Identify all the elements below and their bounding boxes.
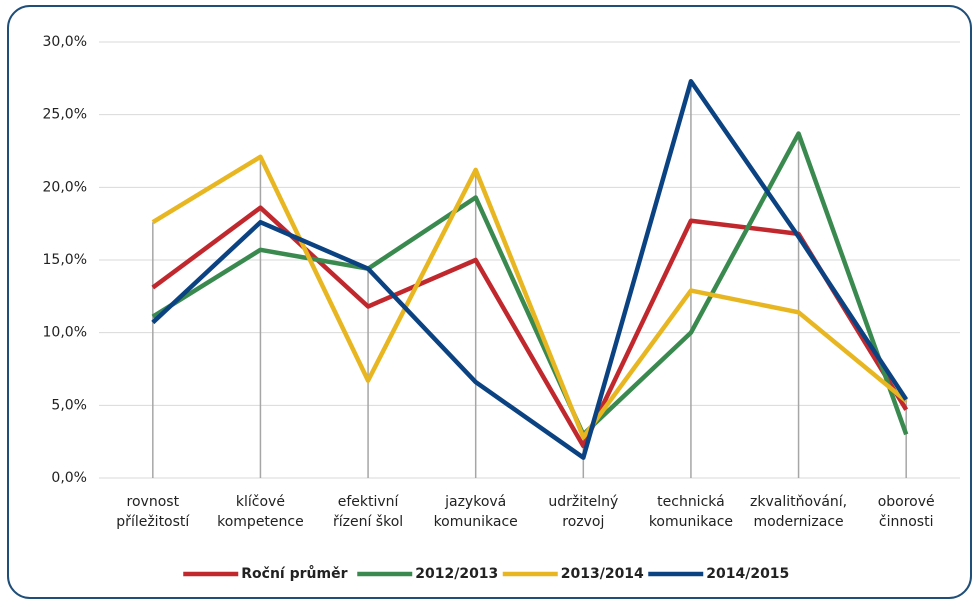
x-tick-label: zkvalitňování, modernizace	[750, 494, 847, 530]
series-line	[151, 154, 908, 440]
legend-label: 2013/2014	[561, 566, 644, 582]
legend-label: Roční průměr	[241, 565, 347, 582]
series-line	[151, 205, 909, 449]
series-line	[151, 78, 909, 460]
legend-label: 2014/2015	[706, 566, 789, 582]
x-tick-label: oborové činnosti	[878, 494, 935, 530]
series-line	[151, 131, 909, 437]
chart-frame	[7, 5, 972, 599]
y-tick-label: 15,0%	[43, 252, 87, 268]
x-tick-label: udržitelný rozvoj	[548, 494, 618, 530]
legend-label: 2012/2013	[415, 566, 498, 582]
y-tick-label: 5,0%	[51, 397, 87, 413]
y-tick-label: 0,0%	[51, 470, 87, 486]
x-tick-label: technická komunikace	[649, 494, 733, 530]
x-tick-label: efektivní řízení škol	[333, 494, 403, 530]
x-tick-label: jazyková komunikace	[434, 494, 518, 530]
x-tick-label: klíčové kompetence	[217, 494, 304, 530]
y-tick-label: 25,0%	[43, 107, 87, 123]
y-tick-label: 30,0%	[43, 34, 87, 50]
x-tick-label: rovnost příležitostí	[116, 494, 190, 530]
y-tick-label: 20,0%	[43, 179, 87, 195]
y-tick-label: 10,0%	[43, 325, 87, 341]
